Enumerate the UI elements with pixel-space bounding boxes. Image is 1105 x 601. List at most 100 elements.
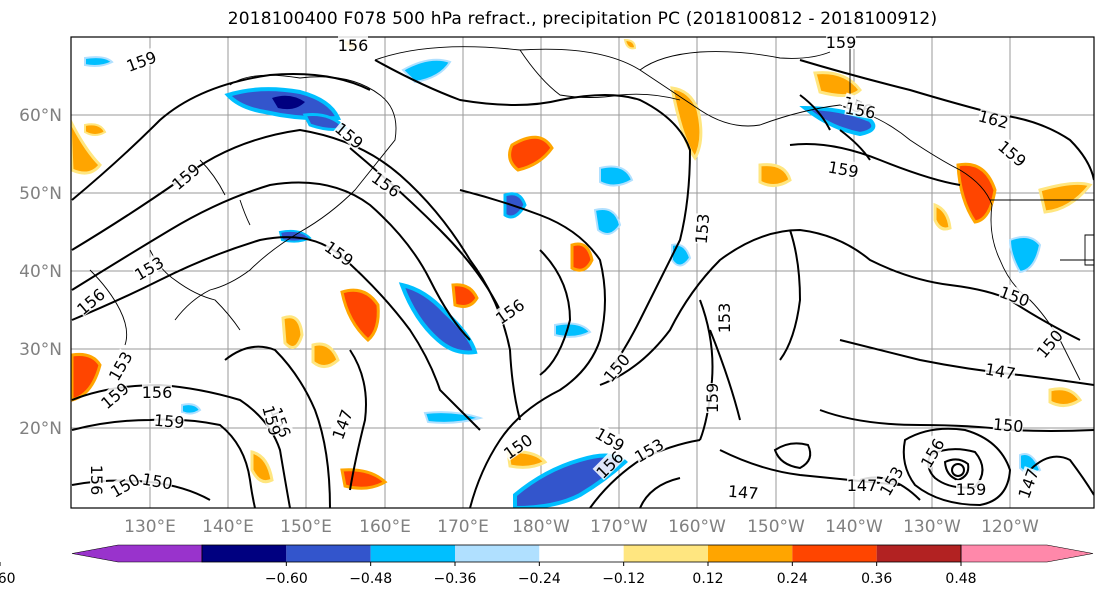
longitude-label: 130°E [124, 517, 176, 537]
contour-label-background [90, 465, 106, 495]
contour-label-background [956, 480, 986, 496]
contour-label-background [715, 303, 731, 333]
contour-label-background [500, 430, 535, 461]
contour-label-background [322, 237, 357, 268]
longitude-label: 160°E [359, 517, 411, 537]
longitude-label: 160°W [668, 517, 726, 537]
contour-label: 159 [153, 411, 185, 433]
colorbar-tick-label: 0.36 [861, 571, 892, 587]
map-background [71, 37, 1094, 508]
longitude-labels: 130°E 140°E 150°E 160°E 170°E 180°W 170°W 160°W… [124, 517, 1039, 537]
contour-label-background [1014, 466, 1040, 500]
contour-label-background [998, 282, 1032, 308]
latitude-label: 20°N [19, 419, 62, 439]
colorbar-cell [370, 545, 455, 562]
contour-label: 147 [727, 482, 759, 504]
colorbar-tick-label: −0.36 [434, 571, 477, 587]
colorbar-tick-label: 0.48 [945, 571, 976, 587]
colorbar-cell [876, 545, 961, 562]
colorbar-cell [286, 545, 371, 562]
contour-label: 159 [826, 33, 857, 52]
contour-label-background [492, 295, 527, 326]
chart-title: 2018100400 F078 500 hPa refract., precip… [227, 9, 938, 29]
contour-label-background [592, 447, 626, 481]
contour-label-background [141, 469, 174, 491]
contour-label-group-item: 156 [338, 36, 368, 55]
longitude-label: 180°W [512, 517, 570, 537]
contour-label-background [992, 414, 1024, 434]
contour-label: 153 [692, 213, 714, 245]
contour-label-background [827, 157, 860, 179]
longitude-label: 140°W [825, 517, 883, 537]
contour-label-group-item: 156 [87, 465, 106, 496]
colorbar-cell [455, 545, 540, 562]
contour-label-background [593, 423, 628, 453]
colorbar-extend-low [71, 544, 203, 563]
latitude-label: 30°N [19, 340, 62, 360]
colorbar-tick-label: −0.24 [518, 571, 561, 587]
colorbar-cell [202, 545, 287, 562]
contour-label-group-item: 153 [692, 213, 714, 245]
longitude-label: 150°E [280, 517, 332, 537]
contour-label-group-item: 156 [142, 383, 173, 402]
contour-label-group-item: 147 [847, 476, 878, 495]
colorbar-tick-label: 0.24 [777, 571, 808, 587]
contour-label-background [333, 118, 367, 151]
latitude-label: 50°N [19, 184, 62, 204]
colorbar-cell [708, 545, 793, 562]
contour-label-background [142, 383, 172, 399]
colorbar-cell [623, 545, 708, 562]
contour-label-background [168, 159, 202, 192]
contour-label-group-item: 159 [153, 411, 185, 433]
colorbar-cells [71, 544, 1094, 563]
contour-label: 159 [703, 383, 722, 414]
contour-label-background [826, 33, 856, 49]
contour-label-group-item: 147 [727, 482, 759, 504]
contour-label-group-item: 150 [992, 415, 1024, 437]
latitude-labels: 60°N 50°N 40°N 30°N 20°N [19, 106, 62, 439]
colorbar-cell [792, 545, 877, 562]
colorbar: −0.60 −0.48 −0.36 −0.24 −0.12 0.12 0.24 0.36 0.4… [0, 544, 1094, 587]
contour-label-group-item: 159 [703, 383, 722, 414]
contour-label: 147 [847, 476, 878, 495]
contour-label-group-item: 153 [715, 303, 734, 334]
latitude-label: 40°N [19, 262, 62, 282]
contour-label-background [984, 359, 1017, 381]
colorbar-outline [201, 544, 962, 563]
longitude-label: 140°E [202, 517, 254, 537]
contour-label: 156 [87, 465, 106, 496]
contour-label-background [104, 348, 134, 383]
colorbar-tick-label: 0.60 [0, 571, 16, 587]
contour-label-background [844, 98, 877, 120]
contour-label-background [369, 168, 404, 199]
contour-label-background [703, 383, 719, 413]
contour-label-background [916, 435, 946, 470]
contour-label-background [131, 252, 166, 282]
contour-label-background [691, 213, 711, 245]
coastlines [89, 37, 1094, 381]
contour-label-background [107, 469, 142, 499]
contour-label-group-item: 159 [826, 33, 857, 52]
contour-label-background [599, 350, 632, 384]
contour-label-group-item: 159 [956, 480, 987, 499]
longitude-label: 130°W [903, 517, 961, 537]
contour-label: 156 [142, 383, 173, 402]
contour-label-background [1032, 326, 1065, 360]
contour-label-background [996, 136, 1030, 169]
contour-label-background [847, 476, 877, 492]
longitude-label: 170°E [437, 517, 489, 537]
contour-label-group-item: 159 [258, 403, 284, 437]
colorbar-tick-label: −0.48 [349, 571, 392, 587]
contour-label-background [338, 36, 368, 52]
contour-label: 159 [956, 480, 987, 499]
latitude-label: 60°N [19, 106, 62, 126]
colorbar-tick-label: −0.12 [602, 571, 645, 587]
longitude-label: 150°W [747, 517, 805, 537]
contour-label: 153 [715, 303, 734, 334]
contour-label-background [124, 47, 158, 73]
colorbar-cell [539, 545, 624, 562]
longitude-label: 120°W [981, 517, 1039, 537]
contour-label-background [153, 410, 185, 430]
contour-label-background [261, 403, 285, 437]
